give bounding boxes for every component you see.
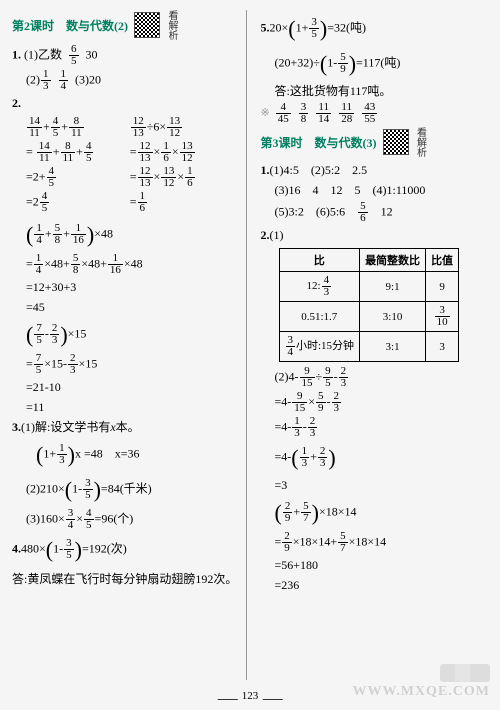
q1-line2: (2)13 14 (3)20	[12, 69, 240, 92]
page-number: 123	[214, 690, 287, 702]
table-row: 12:439:19	[279, 272, 459, 302]
q5-answer: 答:这批货物有117吨。	[261, 82, 489, 100]
watermark-logo-icon	[440, 664, 490, 682]
q1-text: (1)乙数	[24, 47, 62, 61]
q2-right: 1213÷6×1312 =1213×16×1312 =1213×1312×16 …	[130, 114, 240, 216]
lesson-title: 第2课时 数与代数(2)	[12, 17, 128, 34]
q3: 3.(1)解:设文学书有x本。	[12, 418, 240, 436]
qr-label: 看解析	[415, 127, 425, 157]
q1-num: 1.	[12, 47, 21, 61]
q2b-line1: (14+58+116)×48	[12, 218, 240, 251]
qr-code-icon	[134, 12, 160, 38]
watermark-text: WWW.MXQE.COM	[353, 684, 490, 700]
table-header-row: 比最简整数比比值	[279, 249, 459, 272]
table-row: 0.51:1.73:10310	[279, 302, 459, 332]
lesson-header-left: 第2课时 数与代数(2) 看解析	[12, 10, 240, 40]
ratio-table: 比最简整数比比值 12:439:19 0.51:1.73:10310 34小时:…	[279, 248, 460, 362]
star-line: ※ 445 38 1114 1128 4355	[261, 102, 489, 125]
q1-line1: 1. (1)乙数 65 30	[12, 44, 240, 67]
q2-left: 1411+45+811 = 1411+811+45 =2+45 =245	[12, 114, 122, 216]
qr-code-icon	[383, 129, 409, 155]
fraction: 65	[69, 44, 79, 67]
q4-answer: 答:黄凤蝶在飞行时每分钟扇动翅膀192次。	[12, 569, 240, 588]
q1-val: 30	[86, 47, 98, 61]
q5: 5.20×(1+35)=32(吨)	[261, 12, 489, 45]
lesson-header-right: 第3课时 数与代数(3) 看解析	[261, 127, 489, 157]
qr-label: 看解析	[166, 10, 176, 40]
lesson-title: 第3课时 数与代数(3)	[261, 134, 377, 151]
table-row: 34小时:15分钟3:13	[279, 332, 459, 362]
left-column: 第2课时 数与代数(2) 看解析 1. (1)乙数 65 30 (2)13 14…	[12, 10, 247, 680]
q4: 4.480×(1-35)=192(次)	[12, 533, 240, 566]
right-column: 5.20×(1+35)=32(吨) (20+32)÷(1-59)=117(吨) …	[255, 10, 489, 680]
page-columns: 第2课时 数与代数(2) 看解析 1. (1)乙数 65 30 (2)13 14…	[12, 10, 488, 680]
q2-two-col: 1411+45+811 = 1411+811+45 =2+45 =245 121…	[12, 114, 240, 216]
q2c-line1: (75-23)×15	[12, 318, 240, 351]
q2: 2.	[12, 94, 240, 112]
